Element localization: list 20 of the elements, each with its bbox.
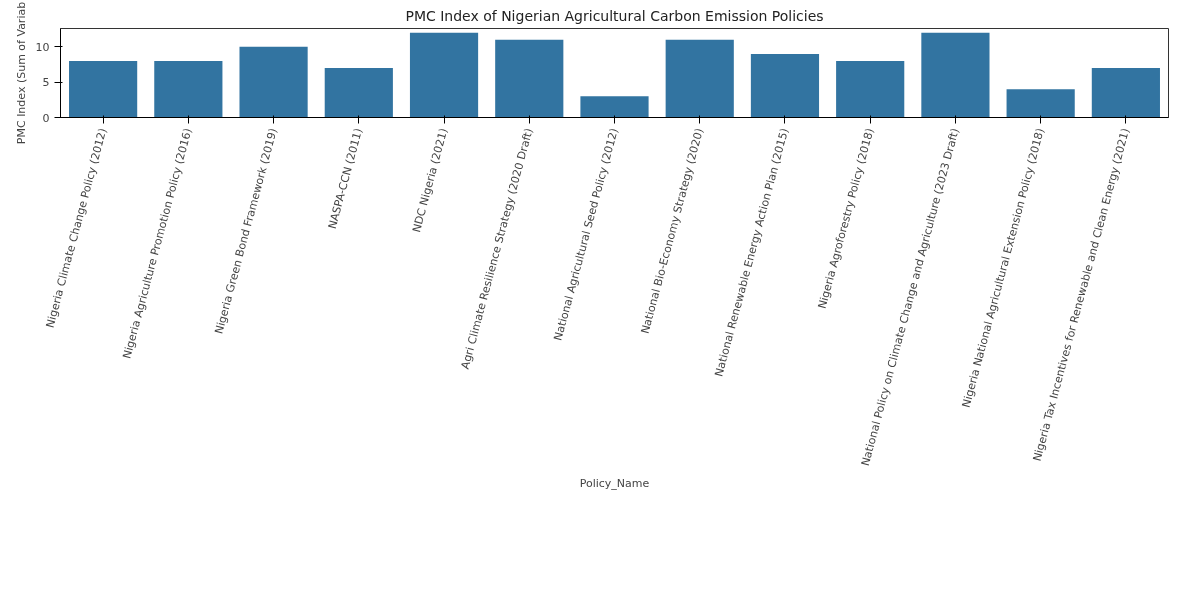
- chart-title: PMC Index of Nigerian Agricultural Carbon Emission Policies: [405, 7, 824, 24]
- bar: [69, 60, 138, 118]
- x-tick-label: NDC Nigeria (2021): [409, 126, 451, 234]
- x-axis-title: Policy_Name: [579, 477, 650, 491]
- bar: [154, 60, 223, 118]
- bar: [239, 46, 308, 118]
- bar: [665, 39, 734, 118]
- y-axis-title: PMC Index (Sum of Variab: [14, 1, 28, 145]
- bar: [921, 32, 990, 118]
- bar: [1091, 68, 1160, 118]
- bar: [1006, 89, 1075, 118]
- bar: [836, 60, 905, 118]
- bar: [409, 32, 479, 118]
- bar: [580, 96, 649, 118]
- y-tick-label: 0: [42, 111, 50, 125]
- bar: [750, 53, 820, 118]
- y-tick-label: 5: [42, 76, 50, 90]
- bar: [324, 68, 393, 118]
- y-tick-label: 10: [35, 40, 50, 54]
- bar: [495, 39, 564, 118]
